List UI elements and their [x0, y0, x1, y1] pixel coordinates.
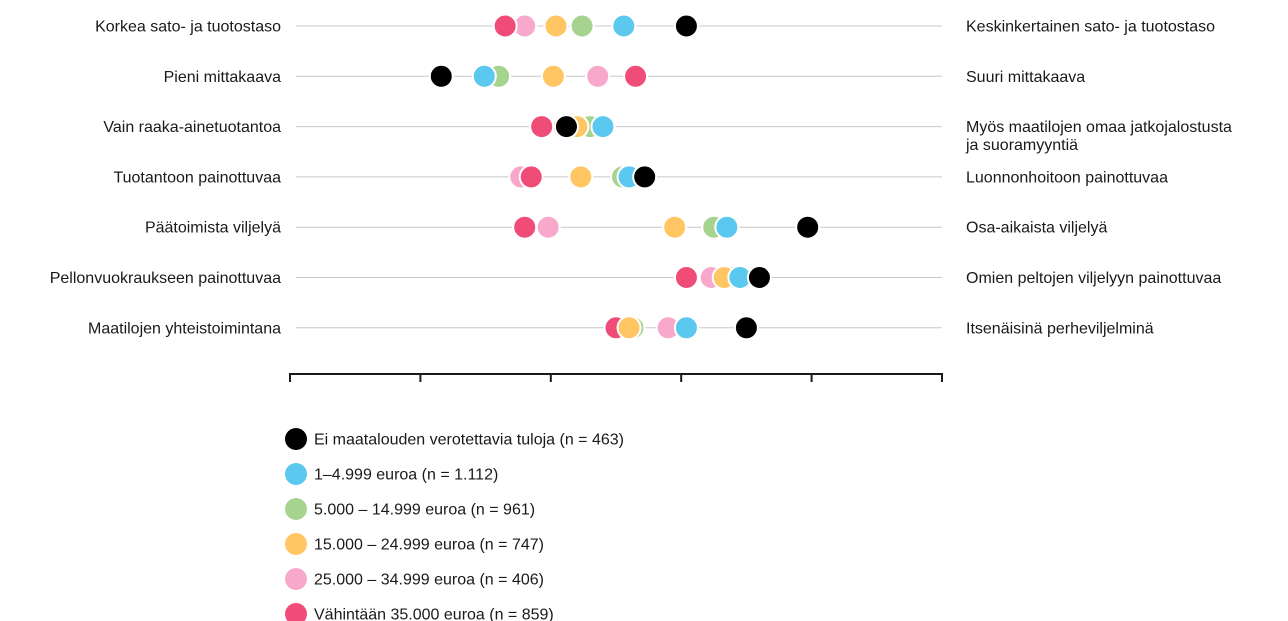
data-point: [618, 316, 641, 339]
row-left-label: Tuotantoon painottuvaa: [113, 169, 281, 186]
data-point: [545, 15, 568, 38]
row-left-label: Vain raaka-ainetuotantoa: [103, 119, 281, 136]
legend-swatch: [285, 603, 307, 621]
data-point: [675, 316, 698, 339]
data-point: [569, 165, 592, 188]
data-point: [473, 65, 496, 88]
legend-swatch: [285, 533, 307, 555]
legend-label: 25.000 – 34.999 euroa (n = 406): [314, 572, 544, 589]
data-point: [513, 216, 536, 239]
data-point: [624, 65, 647, 88]
data-point: [537, 216, 560, 239]
row-right-label: Myös maatilojen omaa jatkojalostusta: [966, 119, 1232, 136]
legend-swatch: [285, 498, 307, 520]
row-left-label: Korkea sato- ja tuotostaso: [95, 19, 281, 36]
data-point: [612, 15, 635, 38]
legend-label: Vähintään 35.000 euroa (n = 859): [314, 607, 554, 621]
data-point: [430, 65, 453, 88]
row-right-label: Itsenäisinä perheviljelminä: [966, 320, 1154, 337]
data-point: [571, 15, 594, 38]
legend-label: 1–4.999 euroa (n = 1.112): [314, 467, 498, 484]
row-right-label: Osa-aikaista viljelyä: [966, 220, 1107, 237]
legend: Ei maatalouden verotettavia tuloja (n = …: [285, 428, 624, 621]
legend-label: 15.000 – 24.999 euroa (n = 747): [314, 537, 544, 554]
row-right-label: Keskinkertainen sato- ja tuotostaso: [966, 19, 1215, 36]
row-left-label: Pellonvuokraukseen painottuvaa: [50, 270, 281, 287]
data-point: [735, 316, 758, 339]
data-point: [633, 165, 656, 188]
data-point: [586, 65, 609, 88]
data-point: [542, 65, 565, 88]
row-right-label: ja suoramyyntiä: [965, 137, 1078, 154]
data-point: [494, 15, 517, 38]
row-right-label: Luonnonhoitoon painottuvaa: [966, 169, 1168, 186]
data-point: [675, 15, 698, 38]
data-point: [663, 216, 686, 239]
legend-swatch: [285, 568, 307, 590]
legend-swatch: [285, 463, 307, 485]
x-axis: [290, 373, 942, 382]
data-point: [796, 216, 819, 239]
row-left-label: Pieni mittakaava: [164, 69, 281, 86]
data-point: [591, 115, 614, 138]
row-left-label: Maatilojen yhteistoimintana: [88, 320, 281, 337]
legend-swatch: [285, 428, 307, 450]
data-point: [530, 115, 553, 138]
data-point: [748, 266, 771, 289]
legend-label: 5.000 – 14.999 euroa (n = 961): [314, 502, 535, 519]
data-point: [555, 115, 578, 138]
data-point: [520, 165, 543, 188]
legend-label: Ei maatalouden verotettavia tuloja (n = …: [314, 432, 624, 449]
row-right-label: Suuri mittakaava: [966, 69, 1085, 86]
data-point: [715, 216, 738, 239]
data-point: [675, 266, 698, 289]
row-left-label: Päätoimista viljelyä: [145, 220, 281, 237]
row-right-label: Omien peltojen viljelyyn painottuvaa: [966, 270, 1221, 287]
